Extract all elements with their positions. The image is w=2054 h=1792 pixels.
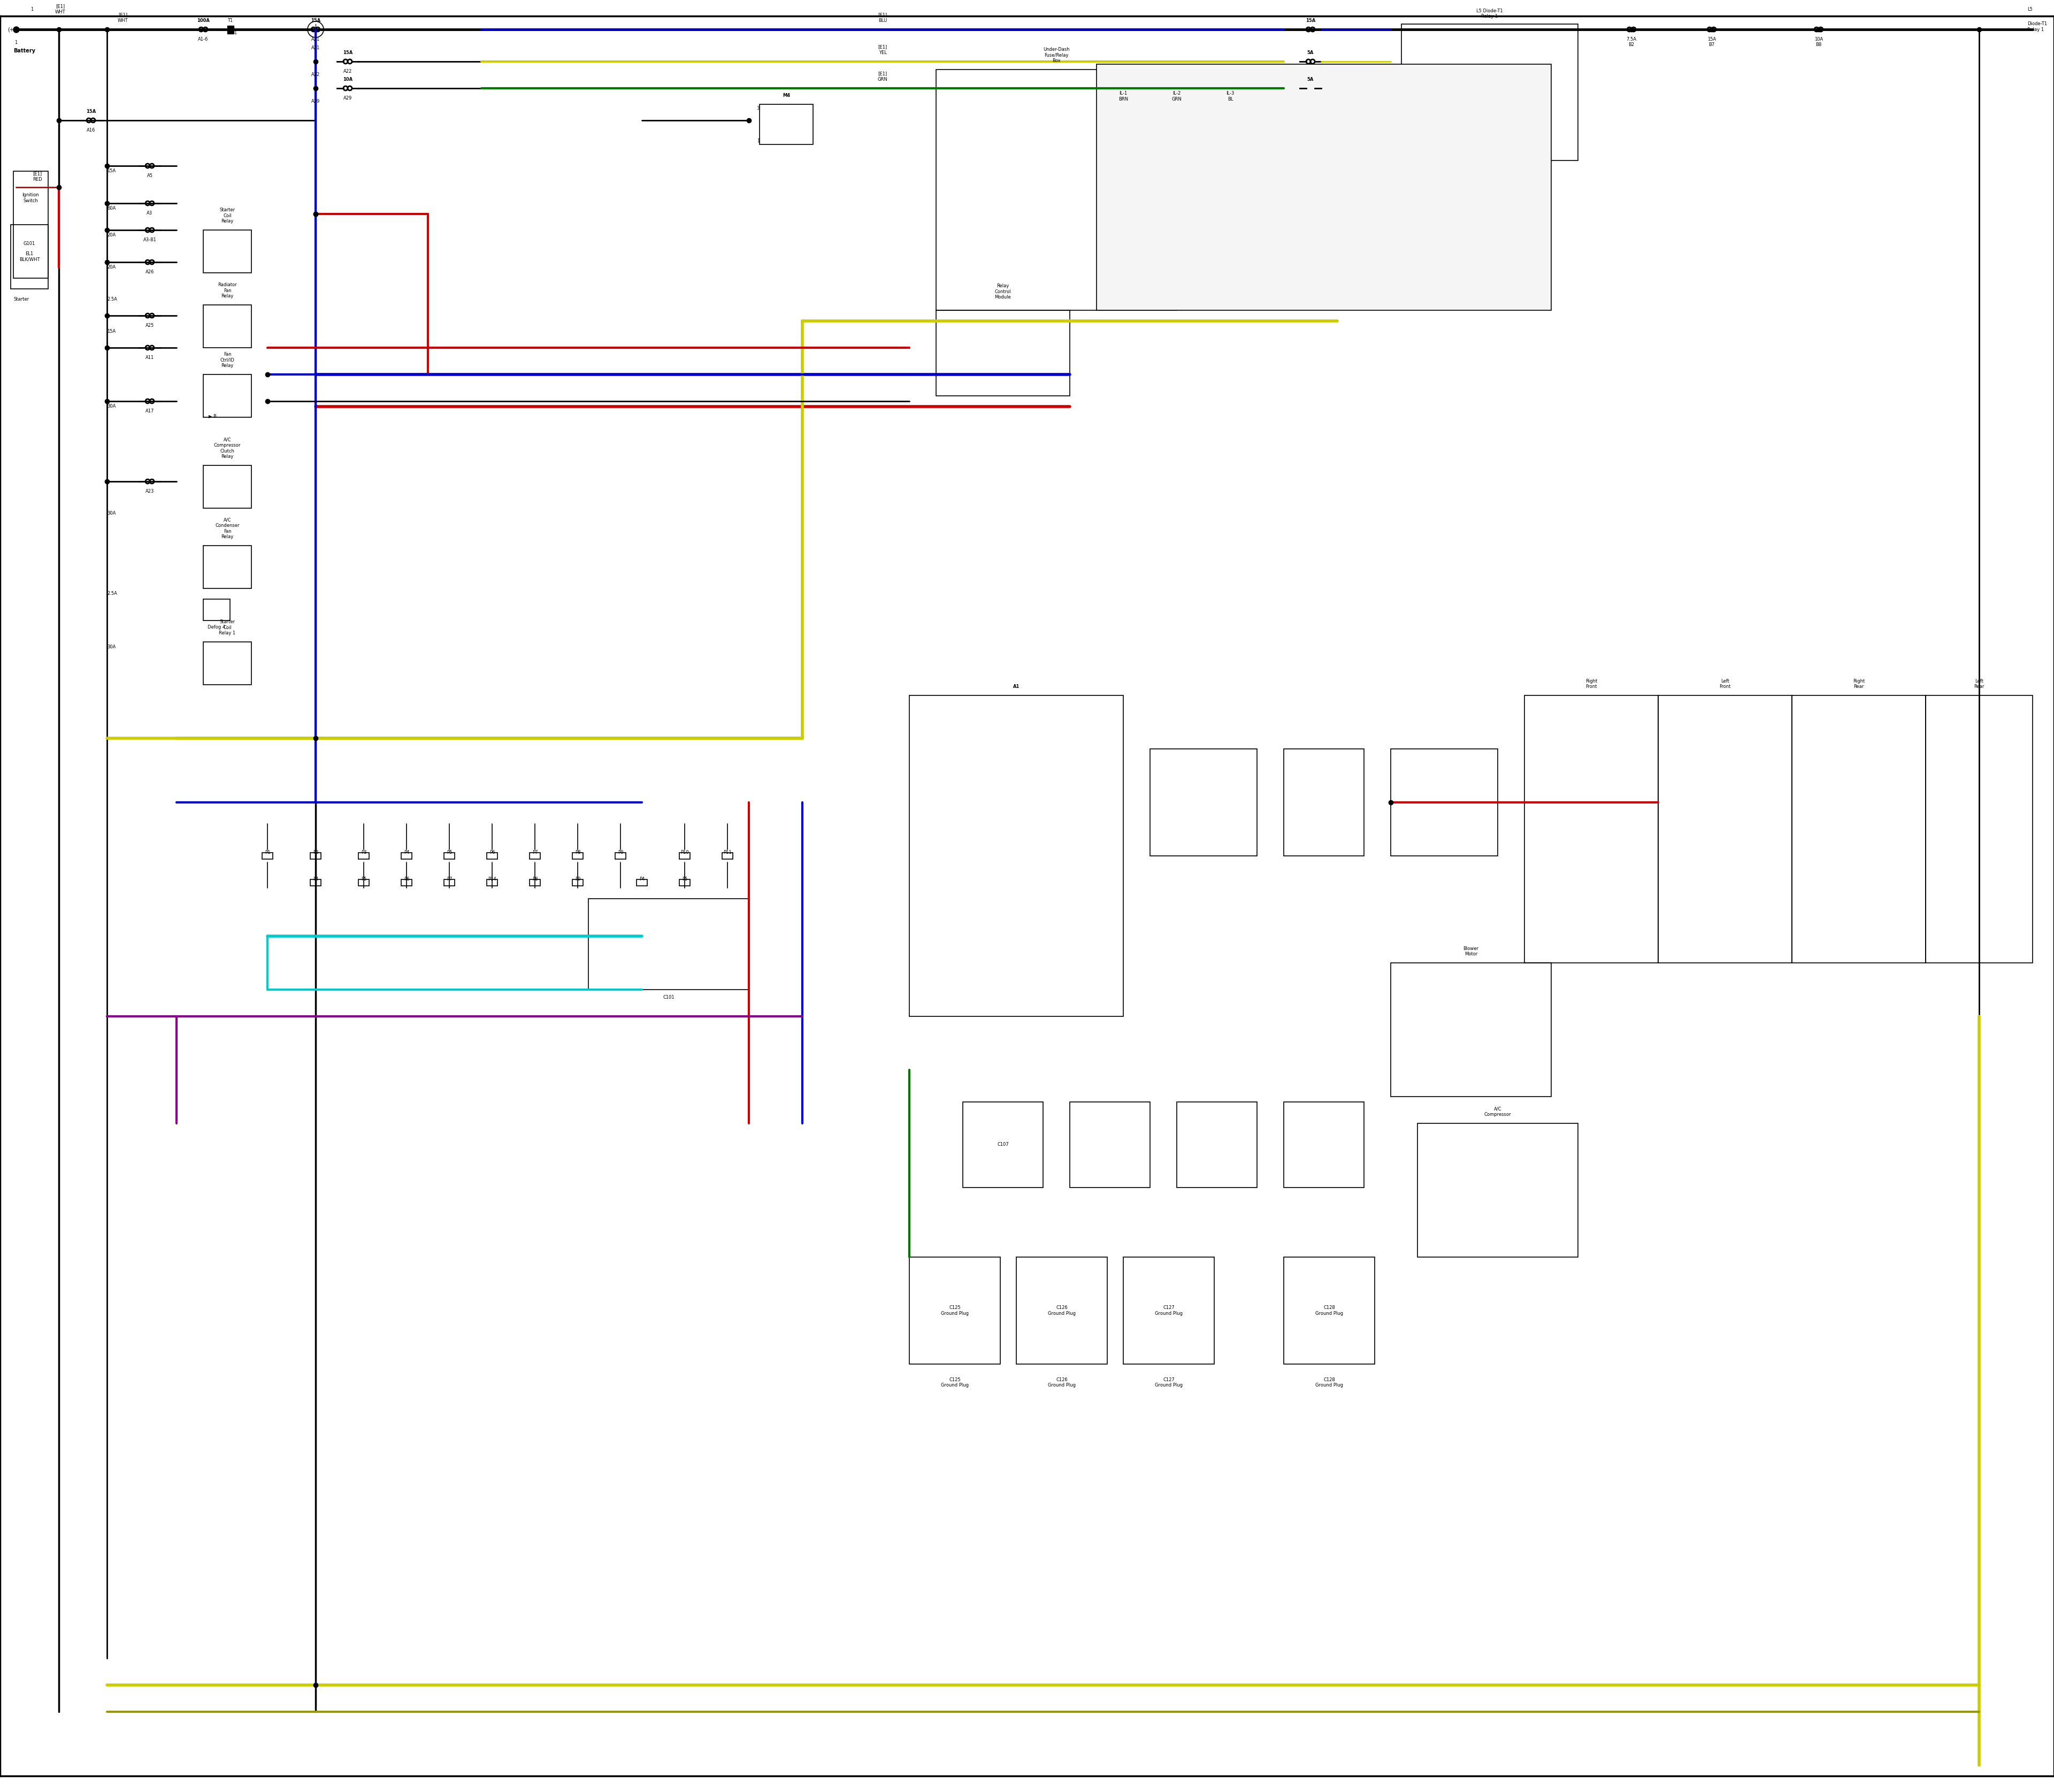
Text: 15A: 15A — [310, 18, 320, 23]
Bar — [1284, 749, 1364, 857]
Bar — [910, 1256, 1000, 1364]
Bar — [203, 599, 230, 620]
Bar — [1401, 23, 1577, 161]
Text: (+): (+) — [8, 27, 16, 32]
Text: Left
Front: Left Front — [1719, 679, 1732, 688]
Text: A/C
Compressor
Clutch
Relay: A/C Compressor Clutch Relay — [214, 437, 240, 459]
Text: P9: P9 — [575, 876, 581, 882]
Text: 60A: 60A — [107, 206, 115, 211]
Text: [E1]
RED: [E1] RED — [33, 172, 43, 181]
Bar — [487, 853, 497, 858]
Text: Starter
Coil
Relay 1: Starter Coil Relay 1 — [220, 620, 236, 636]
Bar — [444, 880, 454, 885]
Text: Under-Dash
Fuse/Relay
Box: Under-Dash Fuse/Relay Box — [1043, 47, 1070, 63]
Bar — [910, 695, 1124, 1016]
Text: [E1]
YEL: [E1] YEL — [877, 45, 887, 56]
Text: 30A: 30A — [107, 645, 115, 650]
Text: P5: P5 — [682, 876, 688, 882]
Text: A25: A25 — [146, 323, 154, 328]
Text: P4: P4 — [312, 876, 318, 882]
Text: 20A: 20A — [107, 233, 115, 238]
Text: C126
Ground Plug: C126 Ground Plug — [1048, 1305, 1076, 1315]
Text: Ignition
Switch: Ignition Switch — [23, 194, 39, 202]
Bar — [357, 853, 370, 858]
Text: L5: L5 — [2027, 7, 2033, 11]
Text: P8: P8 — [532, 876, 538, 882]
Text: A1: A1 — [1013, 685, 1019, 688]
Text: P9: P9 — [618, 849, 622, 855]
Text: P4: P4 — [405, 849, 409, 855]
Text: 15A: 15A — [343, 50, 353, 56]
Text: C101: C101 — [663, 995, 674, 1000]
Bar — [1017, 1256, 1107, 1364]
Bar — [573, 853, 583, 858]
Text: 15A: 15A — [107, 330, 115, 333]
Bar — [1658, 695, 1791, 962]
Bar — [937, 310, 1070, 396]
Bar — [357, 880, 370, 885]
Text: Right
Rear: Right Rear — [1853, 679, 1865, 688]
Bar — [573, 880, 583, 885]
Text: P7: P7 — [446, 876, 452, 882]
Bar — [1070, 1102, 1150, 1188]
Text: 20A: 20A — [107, 265, 115, 271]
Bar — [1097, 65, 1551, 310]
Text: Blower
Motor: Blower Motor — [1462, 946, 1479, 957]
Text: A5: A5 — [146, 174, 152, 177]
Bar — [587, 898, 750, 989]
Text: P14: P14 — [489, 876, 497, 882]
Text: A26: A26 — [146, 269, 154, 274]
Bar — [963, 1102, 1043, 1188]
Text: 15A: 15A — [86, 109, 97, 115]
Bar — [203, 466, 251, 509]
Text: P10: P10 — [680, 849, 688, 855]
Bar — [1391, 749, 1497, 857]
Text: G101: G101 — [23, 240, 35, 246]
Bar — [1417, 1124, 1577, 1256]
Text: C125
Ground Plug: C125 Ground Plug — [941, 1305, 969, 1315]
Text: IL-3
BL: IL-3 BL — [1226, 91, 1234, 102]
Bar — [14, 172, 47, 278]
Bar — [614, 853, 626, 858]
Text: M4: M4 — [783, 93, 791, 99]
Text: 30A: 30A — [107, 511, 115, 516]
Bar — [203, 375, 251, 418]
Text: A23: A23 — [146, 489, 154, 495]
Text: P6: P6 — [405, 876, 409, 882]
Text: C127
Ground Plug: C127 Ground Plug — [1154, 1378, 1183, 1387]
Text: Relay
Control
Module: Relay Control Module — [994, 283, 1011, 299]
Text: 1: 1 — [234, 30, 236, 36]
Bar — [1177, 1102, 1257, 1188]
Text: 10A: 10A — [343, 77, 353, 82]
Text: A29: A29 — [343, 95, 351, 100]
Text: Diode-T1
Relay 1: Diode-T1 Relay 1 — [2027, 22, 2048, 32]
Text: L5 Diode-T1
Relay 1: L5 Diode-T1 Relay 1 — [1477, 9, 1504, 18]
Text: A3-81: A3-81 — [144, 238, 156, 242]
Bar — [444, 853, 454, 858]
Text: P5: P5 — [446, 849, 452, 855]
Text: Starter: Starter — [14, 297, 29, 301]
Bar — [530, 853, 540, 858]
Bar — [203, 229, 251, 272]
Text: 3: 3 — [756, 106, 760, 111]
Bar — [203, 305, 251, 348]
Text: 10A
B8: 10A B8 — [1814, 38, 1824, 47]
Text: 1: 1 — [31, 7, 33, 11]
Bar — [310, 853, 320, 858]
Text: ▶ B: ▶ B — [210, 414, 216, 418]
Text: A22: A22 — [312, 72, 320, 77]
Text: P11: P11 — [723, 849, 731, 855]
Text: A16: A16 — [86, 127, 94, 133]
Text: P8: P8 — [575, 849, 581, 855]
Text: C107: C107 — [996, 1142, 1009, 1147]
Bar — [401, 880, 413, 885]
Bar — [228, 25, 234, 34]
Text: A29: A29 — [312, 99, 320, 104]
Text: 2.5A: 2.5A — [107, 591, 117, 597]
Text: 30A: 30A — [107, 405, 115, 409]
Text: A11: A11 — [146, 355, 154, 360]
Text: 1: 1 — [756, 138, 760, 143]
Bar — [1150, 749, 1257, 857]
Bar — [1124, 1256, 1214, 1364]
Text: 2.5A: 2.5A — [107, 297, 117, 303]
